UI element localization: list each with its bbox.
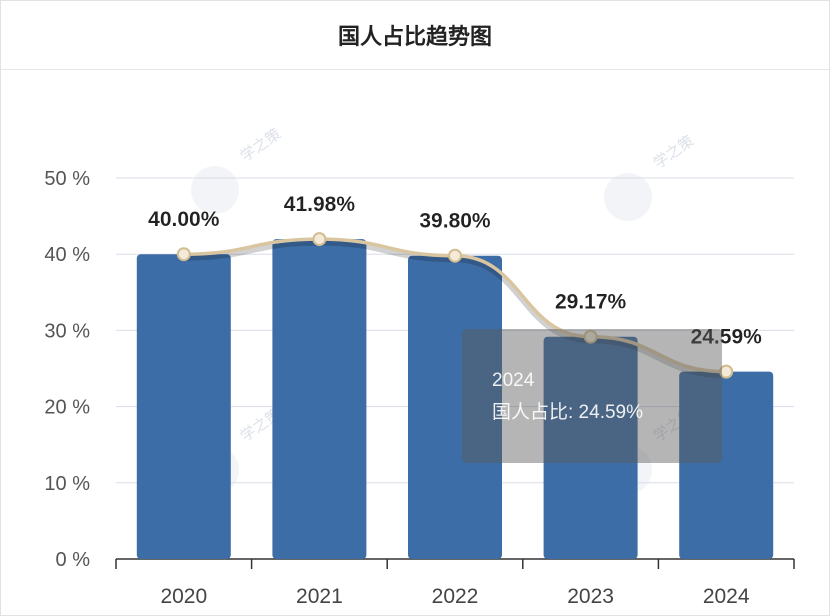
bar <box>136 254 231 559</box>
line-point <box>176 247 191 262</box>
data-label: 29.17% <box>555 291 627 314</box>
x-tick-label: 2023 <box>567 585 614 608</box>
tooltip-value: 国人占比: 24.59% <box>492 402 643 423</box>
line-point <box>719 364 734 379</box>
line-shadow <box>183 238 727 379</box>
chart-title: 国人占比趋势图 <box>337 25 492 50</box>
bar <box>272 239 367 559</box>
line-point <box>312 232 327 247</box>
chart-tooltip: 2024 国人占比: 24.59% <box>462 329 722 463</box>
x-tick-label: 2020 <box>160 585 207 608</box>
x-tick-label: 2021 <box>296 585 343 608</box>
line-point <box>448 248 462 263</box>
y-tick-label: 50 % <box>44 168 90 190</box>
x-tick-label: 2024 <box>703 585 750 608</box>
y-tick-label: 20 % <box>44 397 90 419</box>
bar <box>543 336 638 559</box>
data-label: 41.98% <box>284 193 356 216</box>
y-tick-label: 0 % <box>56 549 91 571</box>
data-label: 24.59% <box>691 326 763 349</box>
x-tick-label: 2022 <box>432 585 479 608</box>
bar <box>679 371 774 559</box>
chart-header: 国人占比趋势图 <box>1 1 829 70</box>
data-label: 39.80% <box>419 210 491 233</box>
watermark-icon <box>604 173 652 221</box>
bar <box>408 255 502 559</box>
watermark-text: 学之策 <box>650 132 697 173</box>
tooltip-category: 2024 <box>492 370 535 391</box>
y-tick-label: 10 % <box>44 473 90 495</box>
y-tick-label: 40 % <box>44 244 90 266</box>
data-label: 40.00% <box>148 208 220 231</box>
watermark-text: 学之策 <box>237 125 284 166</box>
line-point <box>583 329 598 344</box>
watermark-icon <box>191 166 239 214</box>
y-tick-label: 30 % <box>44 320 90 342</box>
